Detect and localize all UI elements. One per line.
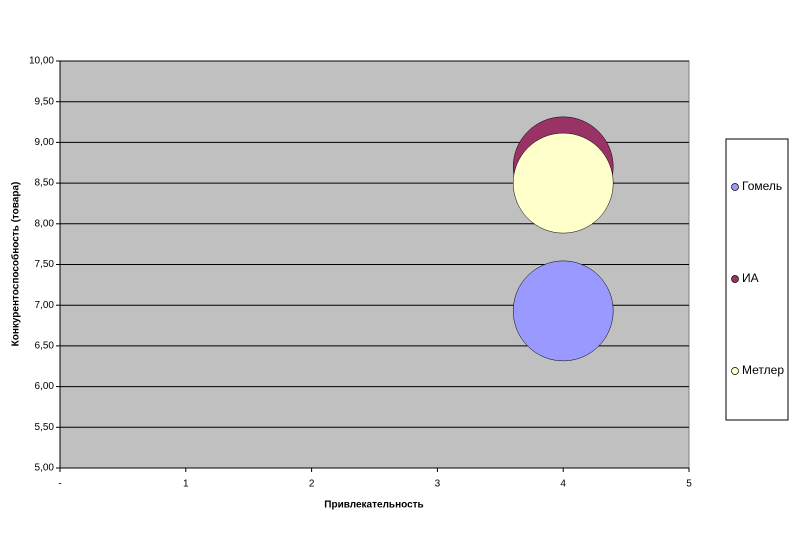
y-axis-label: Конкурентоспособность (товара)	[10, 182, 22, 347]
legend-marker	[731, 183, 739, 191]
y-tick-label: 7,50	[35, 259, 55, 270]
y-tick-label: 6,00	[35, 381, 55, 392]
legend-marker	[731, 275, 739, 283]
y-tick-label: 5,50	[35, 422, 55, 433]
x-tick-label: 5	[686, 479, 692, 490]
x-tick-label: 1	[183, 479, 189, 490]
x-tick-label: -	[58, 479, 61, 490]
y-tick-label: 8,00	[35, 218, 55, 229]
legend-marker	[731, 367, 739, 375]
y-tick-label: 10,00	[29, 56, 54, 67]
y-tick-label: 8,50	[35, 178, 55, 189]
y-tick-label: 9,00	[35, 137, 55, 148]
bubble	[512, 132, 614, 234]
legend-label: ИА	[742, 271, 759, 285]
x-tick-label: 3	[435, 479, 441, 490]
y-tick-label: 7,00	[35, 300, 55, 311]
legend-label: Метлер	[742, 363, 784, 377]
x-axis-label: Привлекательность	[324, 500, 423, 511]
x-tick-label: 4	[560, 479, 566, 490]
bubble	[512, 260, 614, 362]
y-tick-label: 5,00	[35, 463, 55, 474]
x-tick-label: 2	[309, 479, 315, 490]
y-tick-label: 9,50	[35, 96, 55, 107]
legend-label: Гомель	[742, 179, 782, 193]
y-tick-label: 6,50	[35, 341, 55, 352]
